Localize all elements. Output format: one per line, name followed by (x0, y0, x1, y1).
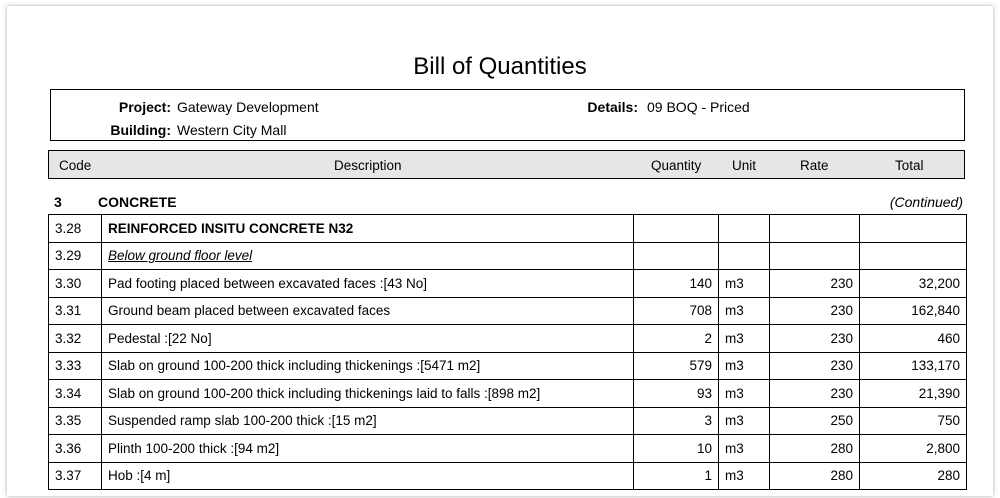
row-code: 3.30 (48, 269, 102, 298)
row-unit: m3 (718, 461, 770, 490)
row-code: 3.28 (48, 214, 102, 243)
row-rate: 280 (769, 434, 860, 463)
row-unit (718, 214, 770, 243)
row-code: 3.37 (48, 461, 102, 490)
col-code-header: Code (59, 158, 92, 173)
row-quantity: 10 (633, 434, 719, 463)
row-unit: m3 (718, 296, 770, 325)
row-quantity (633, 241, 719, 270)
row-code: 3.36 (48, 434, 102, 463)
row-total: 32,200 (859, 269, 967, 298)
row-total (859, 241, 967, 270)
row-quantity (633, 214, 719, 243)
row-rate: 230 (769, 379, 860, 408)
col-unit-header: Unit (732, 158, 757, 173)
row-quantity: 1 (633, 461, 719, 490)
row-description: Pad footing placed between excavated fac… (101, 269, 634, 298)
col-description-header: Description (334, 158, 402, 173)
row-quantity: 708 (633, 296, 719, 325)
table-row: 3.35 Suspended ramp slab 100-200 thick :[… (48, 406, 967, 435)
row-rate: 230 (769, 296, 860, 325)
table-row: 3.31 Ground beam placed between excavated… (48, 296, 967, 325)
row-description: REINFORCED INSITU CONCRETE N32 (101, 214, 634, 243)
row-total: 21,390 (859, 379, 967, 408)
section-continued-note: (Continued) (889, 194, 963, 210)
row-unit: m3 (718, 379, 770, 408)
document-page: Bill of Quantities Project: Gateway Deve… (7, 6, 993, 496)
row-code: 3.32 (48, 324, 102, 353)
row-rate (769, 241, 860, 270)
row-description: Slab on ground 100-200 thick including t… (101, 351, 634, 380)
section-number: 3 (54, 194, 62, 210)
row-total (859, 214, 967, 243)
row-code: 3.34 (48, 379, 102, 408)
row-unit (718, 241, 770, 270)
table-row: 3.28 REINFORCED INSITU CONCRETE N32 (48, 214, 967, 243)
row-total: 133,170 (859, 351, 967, 380)
table-row: 3.36 Plinth 100-200 thick :[94 m2] 10 m3 280… (48, 434, 967, 463)
project-value: Gateway Development (177, 99, 319, 115)
row-code: 3.29 (48, 241, 102, 270)
row-description: Plinth 100-200 thick :[94 m2] (101, 434, 634, 463)
row-quantity: 93 (633, 379, 719, 408)
row-description: Ground beam placed between excavated fac… (101, 296, 634, 325)
row-description: Below ground floor level (101, 241, 634, 270)
row-total: 280 (859, 461, 967, 490)
row-unit: m3 (718, 269, 770, 298)
row-rate: 250 (769, 406, 860, 435)
row-unit: m3 (718, 324, 770, 353)
details-label: Details: (587, 99, 638, 115)
row-total: 162,840 (859, 296, 967, 325)
col-rate-header: Rate (800, 158, 829, 173)
section-name: CONCRETE (98, 194, 177, 210)
row-rate: 230 (769, 351, 860, 380)
row-quantity: 579 (633, 351, 719, 380)
table-row: 3.32 Pedestal :[22 No] 2 m3 230 460 (48, 324, 967, 353)
row-description: Pedestal :[22 No] (101, 324, 634, 353)
row-code: 3.31 (48, 296, 102, 325)
col-quantity-header: Quantity (651, 158, 702, 173)
row-total: 2,800 (859, 434, 967, 463)
table-row: 3.34 Slab on ground 100-200 thick includi… (48, 379, 967, 408)
row-quantity: 2 (633, 324, 719, 353)
row-description: Suspended ramp slab 100-200 thick :[15 m… (101, 406, 634, 435)
col-total-header: Total (895, 158, 924, 173)
row-code: 3.33 (48, 351, 102, 380)
table-row: 3.37 Hob :[4 m] 1 m3 280 280 (48, 461, 967, 490)
table-row: 3.30 Pad footing placed between excavated… (48, 269, 967, 298)
row-unit: m3 (718, 351, 770, 380)
building-label: Building: (110, 122, 171, 138)
row-description: Hob :[4 m] (101, 461, 634, 490)
row-rate: 230 (769, 269, 860, 298)
table-header: Code Description Quantity Unit Rate Tota… (48, 150, 965, 179)
row-rate (769, 214, 860, 243)
row-code: 3.35 (48, 406, 102, 435)
page-title: Bill of Quantities (413, 53, 587, 80)
row-total: 460 (859, 324, 967, 353)
project-info-box: Project: Gateway Development Building: W… (50, 89, 965, 141)
row-quantity: 3 (633, 406, 719, 435)
details-value: 09 BOQ - Priced (647, 99, 750, 115)
row-quantity: 140 (633, 269, 719, 298)
table-row: 3.29 Below ground floor level (48, 241, 967, 270)
row-rate: 230 (769, 324, 860, 353)
row-rate: 280 (769, 461, 860, 490)
row-unit: m3 (718, 434, 770, 463)
building-value: Western City Mall (177, 122, 287, 138)
row-unit: m3 (718, 406, 770, 435)
row-description: Slab on ground 100-200 thick including t… (101, 379, 634, 408)
project-label: Project: (118, 99, 171, 115)
table-row: 3.33 Slab on ground 100-200 thick includi… (48, 351, 967, 380)
row-total: 750 (859, 406, 967, 435)
boq-table: 3.28 REINFORCED INSITU CONCRETE N32 3.29 Be… (48, 214, 967, 490)
